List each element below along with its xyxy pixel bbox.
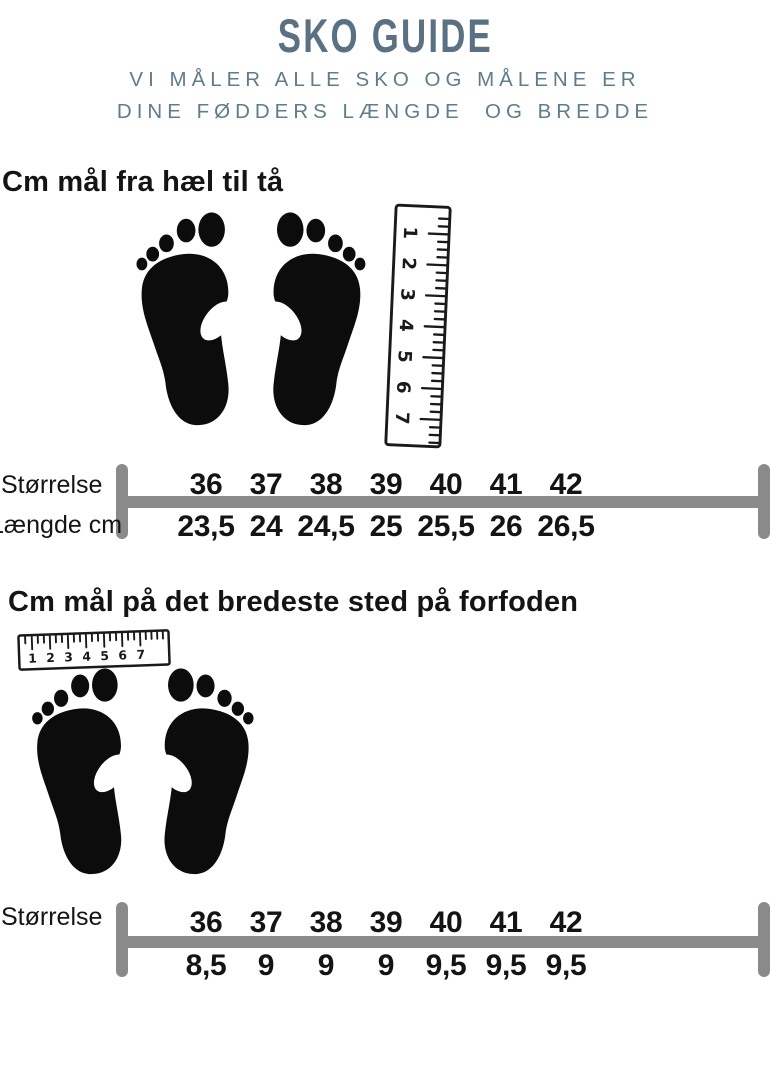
size-value: 37 — [249, 468, 283, 501]
length-value: 25,5 — [417, 510, 475, 543]
size-axis-bar — [122, 936, 764, 948]
svg-text:7: 7 — [391, 411, 413, 425]
size-values-row: 36 37 38 39 40 41 42 — [176, 906, 596, 940]
svg-text:2: 2 — [397, 257, 419, 271]
length-row-label: Længde cm — [0, 511, 123, 539]
size-value: 42 — [549, 468, 583, 501]
svg-text:5: 5 — [100, 649, 109, 663]
horizontal-ruler-icon: 1 2 3 4 5 6 7 — [17, 629, 171, 671]
length-value: 25 — [369, 510, 403, 543]
width-value: 9,5 — [425, 949, 467, 982]
width-value: 8,5 — [185, 949, 227, 982]
vertical-ruler-icon: 1 2 3 4 5 6 7 — [384, 203, 452, 449]
size-row-label: Størrelse — [1, 471, 103, 499]
size-value: 39 — [369, 906, 403, 939]
length-values-row: 23,5 24 24,5 25 25,5 26 26,5 — [176, 510, 596, 544]
size-value: 41 — [489, 906, 523, 939]
size-row-label: Størrelse — [1, 903, 103, 931]
svg-text:3: 3 — [396, 288, 418, 302]
width-value: 9,5 — [545, 949, 587, 982]
length-value: 26 — [489, 510, 523, 543]
size-value: 38 — [309, 468, 343, 501]
size-value: 41 — [489, 468, 523, 501]
size-value: 36 — [189, 468, 223, 501]
length-value: 26,5 — [537, 510, 595, 543]
width-value: 9 — [257, 949, 275, 982]
width-section-heading: Cm mål på det bredeste sted på forfoden — [8, 586, 579, 618]
length-value: 24 — [249, 510, 283, 543]
size-value: 40 — [429, 468, 463, 501]
header: SKO GUIDE VI MÅLER ALLE SKO OG MÅLENE ER… — [0, 0, 770, 127]
svg-text:4: 4 — [82, 650, 91, 664]
length-section-heading: Cm mål fra hæl til tå — [2, 166, 284, 198]
width-values-row: 8,5 9 9 9 9,5 9,5 9,5 — [176, 949, 596, 983]
axis-end-cap-right — [758, 902, 770, 977]
length-value: 23,5 — [177, 510, 235, 543]
svg-text:4: 4 — [395, 319, 417, 333]
size-value: 37 — [249, 906, 283, 939]
svg-text:6: 6 — [118, 648, 127, 662]
svg-text:6: 6 — [392, 380, 414, 394]
svg-text:3: 3 — [64, 650, 73, 664]
footprints-icon — [32, 668, 254, 875]
subtitle-line-2: DINE FØDDERS LÆNGDE OG BREDDE — [116, 100, 654, 123]
footprints-icon — [136, 212, 366, 426]
svg-text:1: 1 — [399, 226, 421, 240]
size-value: 42 — [549, 906, 583, 939]
svg-text:5: 5 — [393, 350, 415, 364]
size-value: 36 — [189, 906, 223, 939]
svg-text:1: 1 — [28, 651, 37, 665]
size-axis-bar — [122, 496, 764, 508]
size-value: 38 — [309, 906, 343, 939]
axis-end-cap-right — [758, 464, 770, 539]
svg-text:2: 2 — [46, 651, 55, 665]
page-title: SKO GUIDE — [277, 9, 493, 62]
subtitle-line-1: VI MÅLER ALLE SKO OG MÅLENE ER — [129, 68, 641, 91]
width-value: 9 — [317, 949, 335, 982]
width-value: 9 — [377, 949, 395, 982]
length-value: 24,5 — [297, 510, 355, 543]
size-values-row: 36 37 38 39 40 41 42 — [176, 468, 596, 502]
size-value: 40 — [429, 906, 463, 939]
size-value: 39 — [369, 468, 403, 501]
width-value: 9,5 — [485, 949, 527, 982]
svg-text:7: 7 — [136, 648, 145, 662]
